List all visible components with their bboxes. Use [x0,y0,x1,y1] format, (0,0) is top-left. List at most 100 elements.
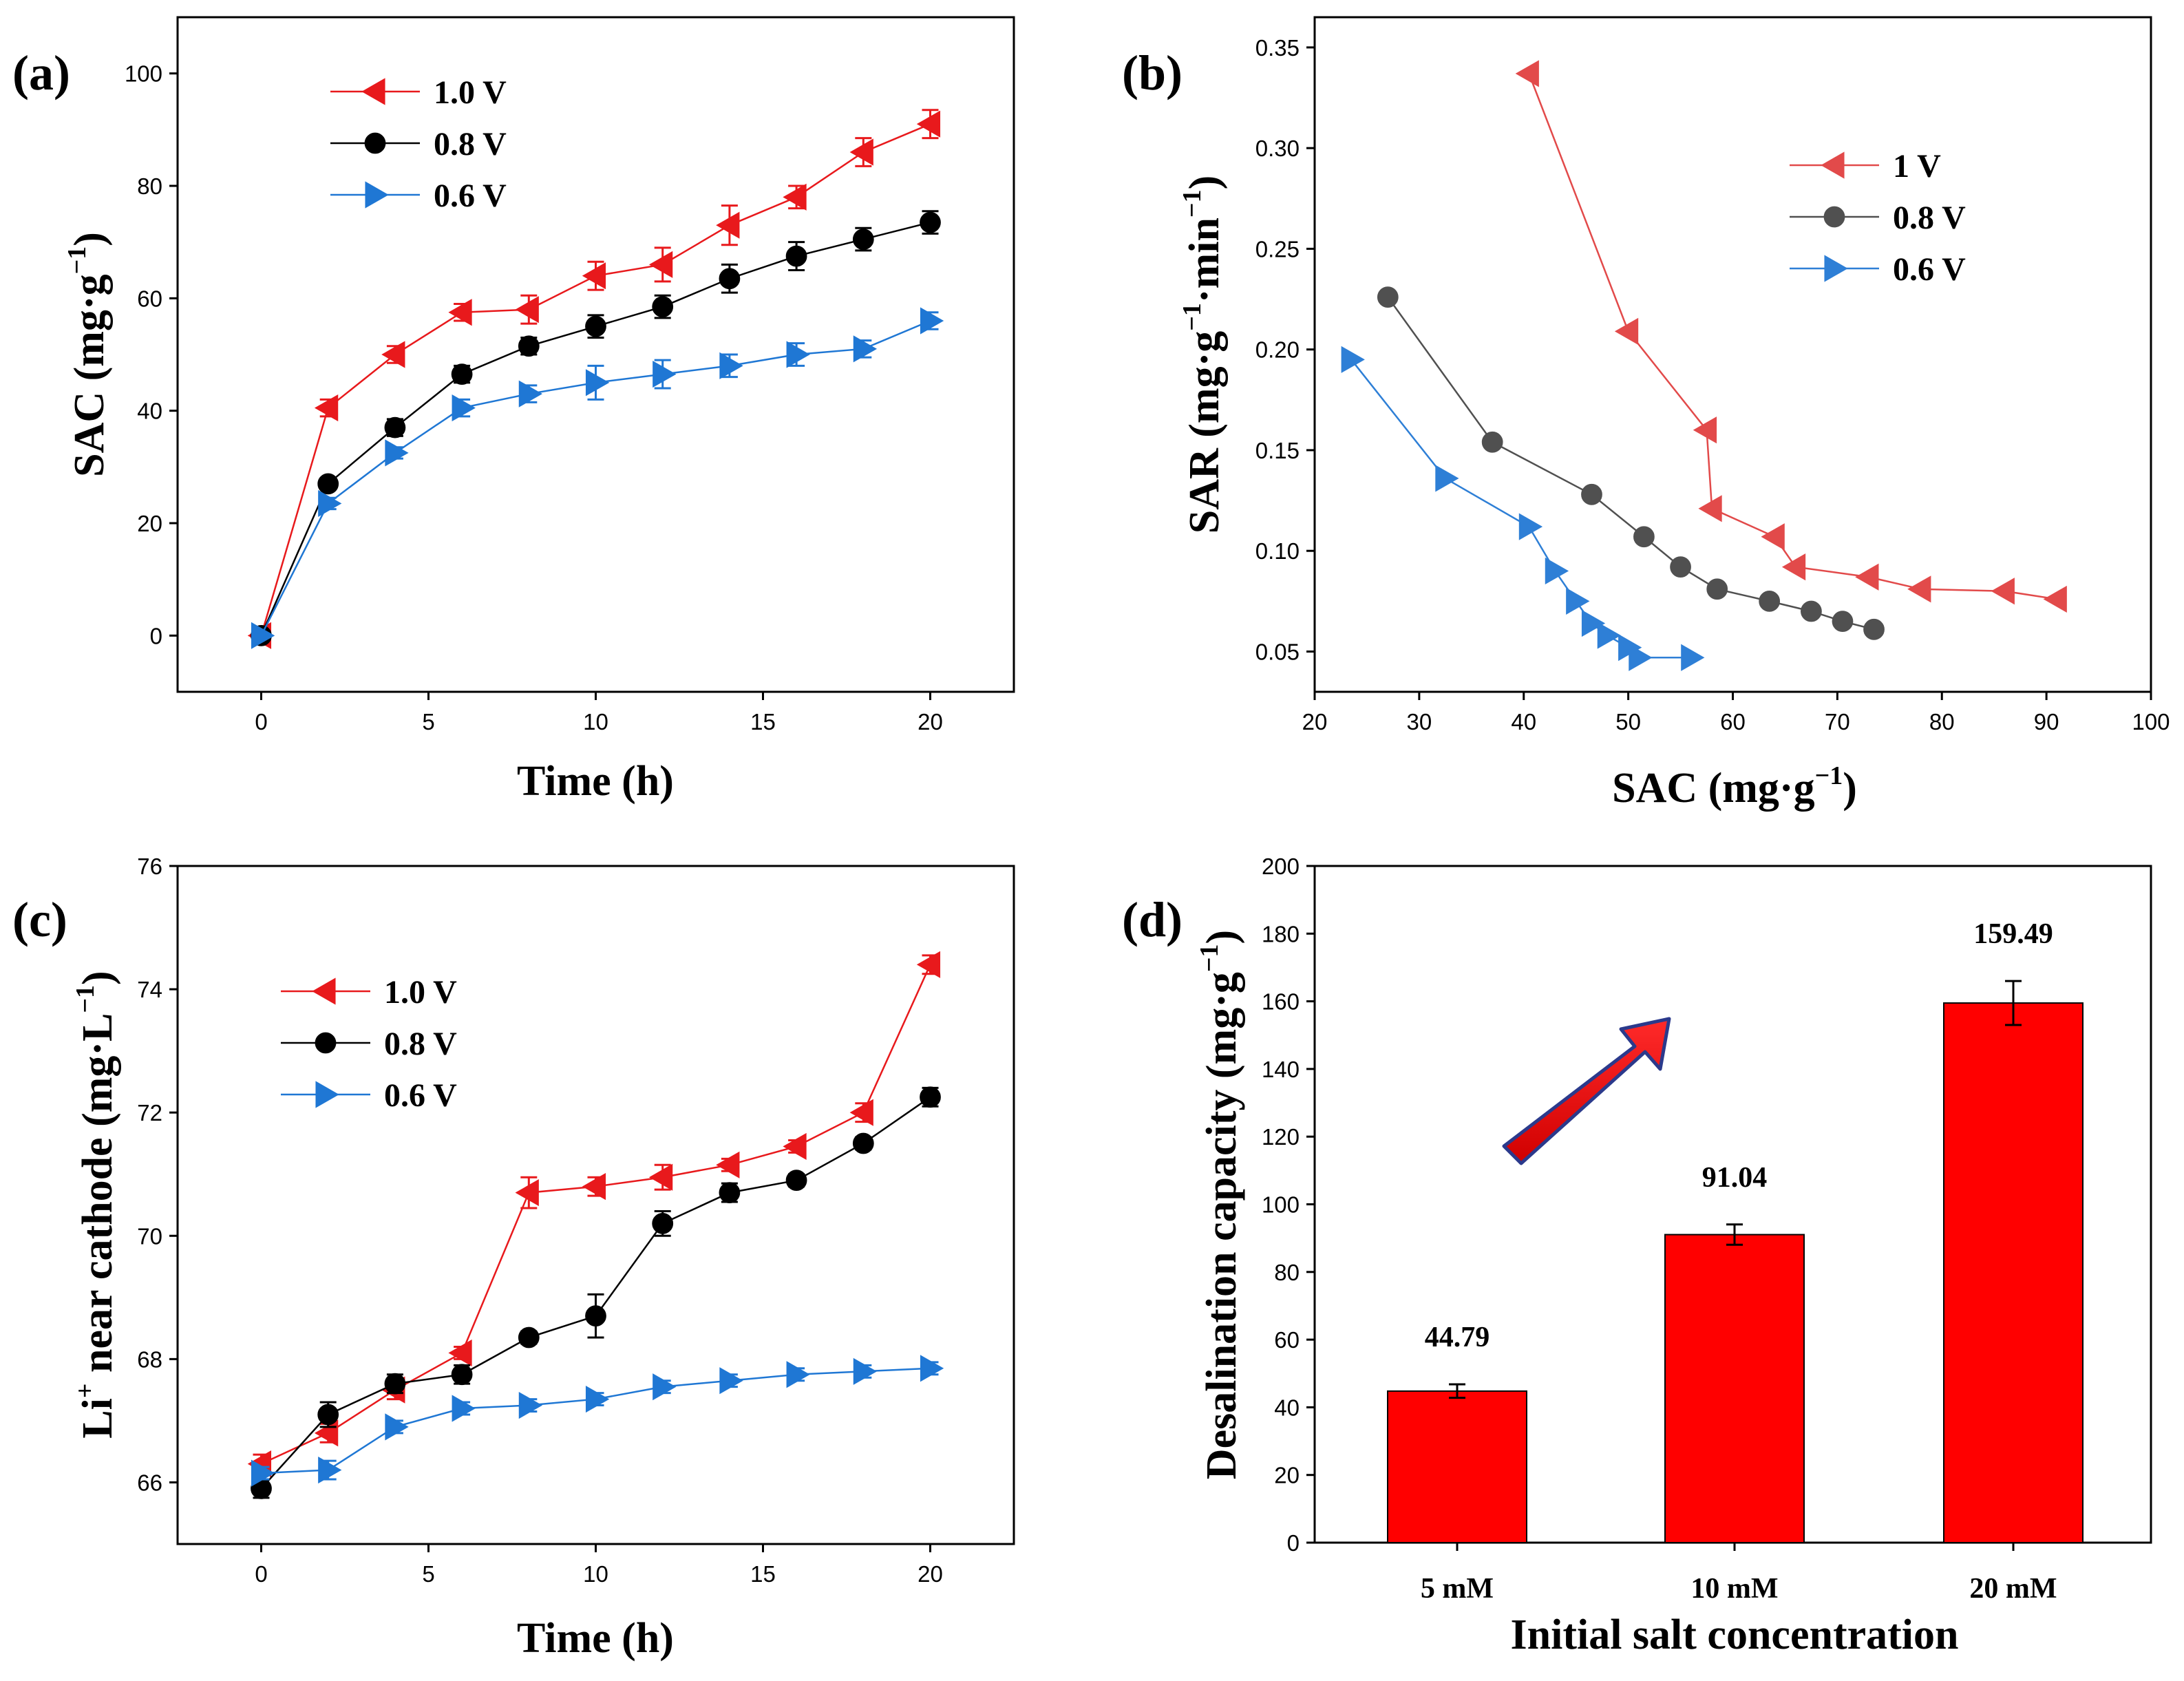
data-point [1581,609,1606,637]
data-point [451,363,473,385]
y-axis-title-d: Desalination capacity (mg·g−1) [1195,930,1245,1479]
data-point [448,1339,472,1366]
legend-marker [365,181,389,209]
x-tick-label: 15 [750,709,776,734]
x-tick-label: 40 [1511,709,1536,734]
y-tick-label: 76 [137,854,162,879]
bar-value-label: 44.79 [1425,1322,1490,1353]
y-axis-title-b: SAR (mg·g−1·min−1) [1178,176,1228,534]
panel-label-a: (a) [12,45,70,101]
y-tick-label: 0.05 [1255,639,1300,664]
data-point [1670,556,1691,578]
x-tick-label: 20 [1302,709,1328,734]
axis-ticks-a: 0 5 10 15 20 0 20 40 60 80 100 [125,61,943,734]
data-point [1481,431,1503,453]
data-point [1761,523,1785,551]
data-point [518,1391,543,1419]
series-line-08V [1387,296,1874,631]
plot-frame-a [176,16,1015,693]
data-point [318,489,342,517]
data-point [1566,587,1590,615]
y-tick-label: 0.30 [1255,136,1300,161]
bar-10mM [1664,1234,1805,1544]
y-tick-label: 100 [125,61,162,87]
x-tick-label: 15 [750,1561,776,1587]
x-axis-title-c: Time (h) [517,1615,674,1662]
bar-value-label: 159.49 [1973,918,2053,950]
data-point [1706,578,1728,600]
data-point [652,296,674,317]
data-point [582,262,606,290]
data-point [1597,622,1621,649]
data-point [317,1404,339,1426]
bar-5mM [1387,1390,1527,1544]
y-tick-label: 140 [1262,1057,1300,1082]
y-tick-label: 74 [137,977,162,1002]
data-point [385,1413,409,1441]
data-point [251,1459,275,1487]
x-tick-label: 10 [583,1561,608,1587]
x-tick-label: 0 [255,709,267,734]
data-point [585,1385,610,1413]
legend-label: 0.6 V [384,1077,457,1114]
bar-20mM [1943,1002,2084,1544]
x-tick-label: 20 [918,709,943,734]
data-point [448,299,472,326]
data-point [1832,611,1854,632]
data-point [518,335,540,357]
data-point [920,1355,944,1382]
x-axis-title-a: Time (h) [517,758,674,805]
legend-a: 1.0 V 0.8 V 0.6 V [330,74,507,214]
data-point [719,1367,743,1395]
series-line-06V [261,1367,931,1474]
data-point [585,1305,606,1327]
data-point [1435,465,1459,492]
data-point [2043,585,2067,613]
data-point [853,1357,878,1385]
data-point [452,1395,476,1422]
data-point [1693,416,1717,444]
data-point [385,439,409,467]
data-point [785,1170,807,1192]
data-point [1801,600,1822,622]
x-tick-label: 20 [918,1561,943,1587]
data-point [785,245,807,267]
data-point [1341,346,1365,373]
data-point [1614,317,1639,345]
panel-label-d: (d) [1122,892,1183,947]
data-point [1855,563,1879,591]
y-tick-label: 66 [137,1470,162,1495]
y-tick-label: 68 [137,1346,162,1372]
x-tick-label: 60 [1720,709,1746,734]
y-tick-label: 0.20 [1255,337,1300,363]
data-point [916,951,941,978]
data-point [1518,513,1543,540]
legend-label: 1.0 V [434,74,507,111]
data-point [1633,526,1655,548]
data-point [652,1212,674,1234]
data-point [786,341,810,368]
y-tick-label: 60 [137,286,162,311]
data-point [1991,578,2015,605]
plot-frame-b [1313,16,2152,693]
legend-label: 1.0 V [384,974,457,1011]
y-axis-title-a: SAC (mg·g−1) [63,232,113,477]
x-category-label: 5 mM [1421,1573,1494,1605]
series-line-1V [1528,73,2057,600]
x-tick-label: 5 [422,709,434,734]
data-point [852,1132,874,1154]
bars-group-d: 44.79 91.04 159.49 [1387,918,2084,1544]
panel-d: (d) 0 20 40 60 80 100 120 140 160 180 200 5 mM 10 mM… [1122,854,2152,1658]
data-point [719,1182,741,1203]
x-tick-label: 80 [1929,709,1955,734]
x-tick-label: 10 [583,709,608,734]
panel-b: (b) 20 30 40 50 60 70 80 90 100 0.05 0.10 0.15 0.20 0… [1122,16,2170,812]
data-point [1629,644,1653,671]
legend-label: 0.6 V [434,178,507,214]
x-category-label: 10 mM [1690,1573,1778,1605]
data-point [783,183,807,211]
legend-label: 0.8 V [1893,200,1966,236]
panel-label-c: (c) [12,892,67,947]
data-point [852,229,874,250]
x-tick-label: 30 [1407,709,1432,734]
